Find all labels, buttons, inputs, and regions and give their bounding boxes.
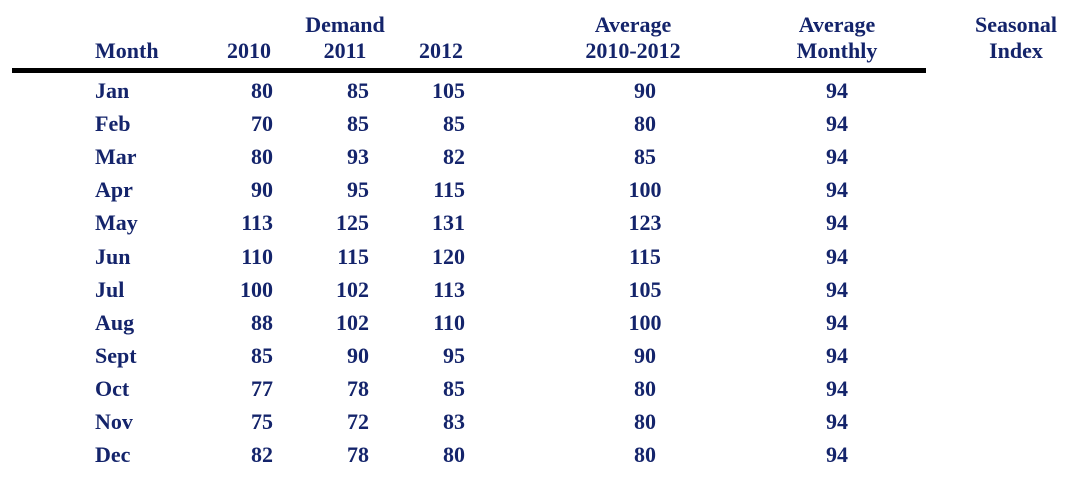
table-row: Jun 110 115 120 115 94 — [0, 244, 1065, 277]
average-cell: 80 — [634, 442, 656, 468]
year-2012-column-header: 2012 — [419, 38, 463, 63]
demand-2011-cell: 102 — [336, 309, 369, 335]
table-row: Dec 82 78 80 80 94 — [0, 442, 1065, 475]
header-rule — [12, 68, 926, 73]
demand-2012-cell: 85 — [443, 375, 465, 401]
demand-2012-cell: 115 — [433, 177, 465, 203]
demand-2012-cell: 83 — [443, 409, 465, 434]
demand-2011-cell: 125 — [336, 210, 369, 236]
year-2010-column-header: 2010 — [227, 38, 271, 63]
month-cell: Jul — [95, 276, 125, 302]
average-column-header-line2: 2010-2012 — [585, 38, 681, 63]
demand-2012-cell: 80 — [443, 442, 465, 468]
average-cell: 100 — [628, 177, 662, 203]
average-monthly-cell: 94 — [826, 144, 848, 170]
average-cell: 123 — [628, 210, 662, 236]
month-cell: Sept — [95, 342, 137, 368]
average-column-header-line1: Average — [594, 12, 672, 37]
average-cell: 90 — [634, 342, 656, 368]
demand-2010-cell: 90 — [251, 177, 273, 203]
average-monthly-cell: 94 — [826, 442, 848, 468]
average-cell: 100 — [628, 309, 662, 335]
average-monthly-cell: 94 — [826, 210, 848, 236]
average-cell: 85 — [634, 144, 656, 170]
demand-2012-cell: 105 — [432, 78, 465, 103]
month-cell: Feb — [95, 111, 131, 137]
demand-2010-cell: 80 — [251, 144, 273, 170]
month-cell: Aug — [95, 309, 135, 335]
table-row: Feb 70 85 85 80 94 — [0, 111, 1065, 144]
demand-2010-cell: 80 — [251, 78, 273, 103]
demand-2011-cell: 102 — [336, 276, 369, 302]
average-monthly-cell: 94 — [826, 78, 848, 103]
month-cell: Apr — [95, 177, 133, 203]
demand-2010-cell: 100 — [240, 276, 273, 302]
table-row: Apr 90 95 115 100 94 — [0, 177, 1065, 210]
table-row: Mar 80 93 82 85 94 — [0, 144, 1065, 177]
seasonal-index-column-header-line1: Seasonal — [975, 12, 1057, 37]
demand-2010-cell: 88 — [251, 309, 273, 335]
year-2011-column-header: 2011 — [323, 38, 367, 63]
demand-2012-cell: 82 — [443, 144, 465, 170]
demand-2011-cell: 93 — [347, 144, 369, 170]
month-cell: Jun — [95, 243, 131, 269]
demand-2011-cell: 85 — [347, 111, 369, 137]
average-monthly-cell: 94 — [826, 309, 848, 335]
table-row: Aug 88 102 110 100 94 — [0, 310, 1065, 343]
demand-2010-cell: 85 — [251, 342, 273, 368]
month-cell: May — [95, 210, 138, 236]
demand-2012-cell: 113 — [433, 276, 465, 302]
table-row: Jan 80 85 105 90 94 — [0, 78, 1065, 111]
month-column-header: Month — [95, 38, 159, 63]
demand-2012-cell: 110 — [433, 309, 465, 335]
table-row: May 113 125 131 123 94 — [0, 210, 1065, 243]
average-cell: 115 — [629, 243, 661, 269]
average-monthly-cell: 94 — [826, 177, 848, 203]
month-cell: Mar — [95, 144, 137, 170]
month-cell: Jan — [95, 78, 130, 103]
seasonal-index-column-header-line2: Index — [989, 38, 1043, 63]
average-monthly-cell: 94 — [826, 111, 848, 137]
demand-2011-cell: 85 — [347, 78, 369, 103]
demand-2011-cell: 78 — [347, 375, 369, 401]
demand-2011-cell: 95 — [347, 177, 369, 203]
demand-2010-cell: 110 — [241, 243, 273, 269]
average-cell: 105 — [628, 276, 662, 302]
average-monthly-cell: 94 — [826, 409, 848, 434]
table-row: Sept 85 90 95 90 94 — [0, 343, 1065, 376]
demand-2010-cell: 75 — [251, 409, 273, 434]
demand-group-header: Demand — [305, 12, 385, 37]
demand-2010-cell: 113 — [241, 210, 273, 236]
average-cell: 80 — [634, 375, 656, 401]
demand-2012-cell: 131 — [432, 210, 465, 236]
demand-2012-cell: 120 — [432, 243, 465, 269]
average-monthly-cell: 94 — [826, 342, 848, 368]
demand-2010-cell: 82 — [251, 442, 273, 468]
average-monthly-cell: 94 — [826, 375, 848, 401]
demand-2010-cell: 70 — [251, 111, 273, 137]
table-row: Jul 100 102 113 105 94 — [0, 277, 1065, 310]
demand-2011-cell: 90 — [347, 342, 369, 368]
table-row: Oct 77 78 85 80 94 — [0, 376, 1065, 409]
table-row: Nov 75 72 83 80 94 — [0, 409, 1065, 442]
average-monthly-cell: 94 — [826, 276, 848, 302]
month-cell: Dec — [95, 442, 131, 468]
average-monthly-column-header-line1: Average — [798, 12, 876, 37]
demand-2010-cell: 77 — [251, 375, 273, 401]
average-monthly-column-header-line2: Monthly — [796, 38, 878, 63]
month-cell: Oct — [95, 375, 130, 401]
month-cell: Nov — [95, 409, 133, 434]
demand-2011-cell: 72 — [347, 409, 369, 434]
average-cell: 80 — [634, 111, 656, 137]
demand-2011-cell: 115 — [337, 243, 369, 269]
demand-2012-cell: 95 — [443, 342, 465, 368]
average-cell: 90 — [634, 78, 656, 103]
average-cell: 80 — [634, 409, 656, 434]
demand-2012-cell: 85 — [443, 111, 465, 137]
demand-2011-cell: 78 — [347, 442, 369, 468]
average-monthly-cell: 94 — [826, 243, 848, 269]
